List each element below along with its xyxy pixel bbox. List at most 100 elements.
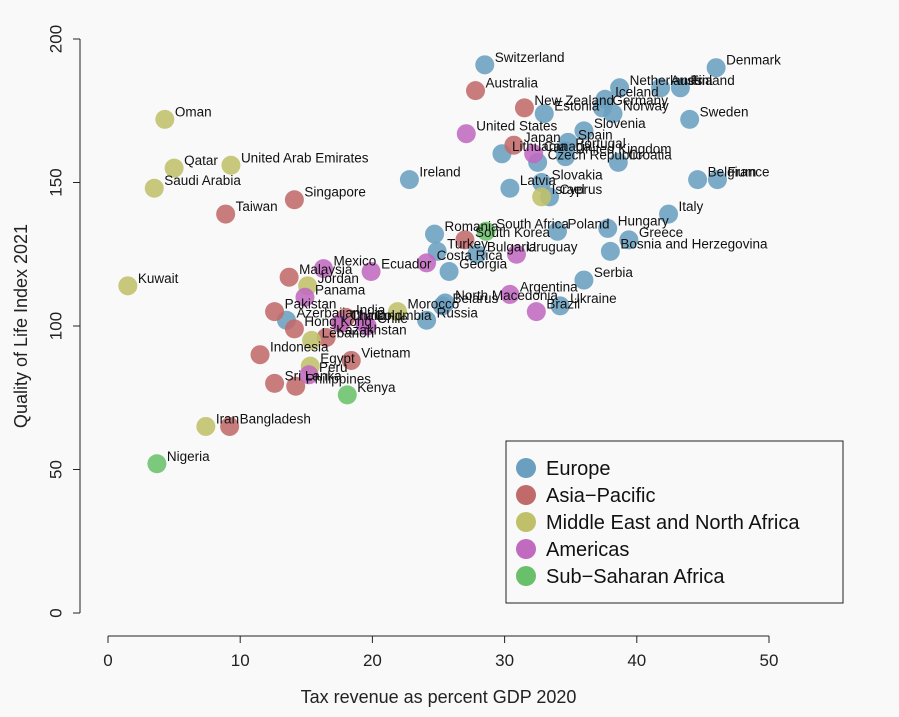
point-label-turkey: Turkey [447, 236, 488, 251]
point-label-bangladesh: Bangladesh [240, 411, 311, 426]
point-label-new-zealand: New Zealand [534, 93, 614, 108]
point-label-chile: Chile [377, 311, 408, 326]
point-united-kingdom [555, 147, 575, 167]
point-label-estonia: Estonia [554, 99, 600, 114]
point-label-mexico: Mexico [333, 254, 376, 269]
point-mexico [313, 259, 333, 279]
point-label-israel: Israel [552, 182, 585, 197]
point-label-latvia: Latvia [520, 173, 557, 188]
point-oman [155, 109, 175, 129]
point-russia [417, 310, 437, 330]
legend-label-europe: Europe [546, 458, 611, 480]
point-brazil [526, 302, 546, 322]
point-uruguay [506, 244, 526, 264]
point-label-united-arab-emirates: United Arab Emirates [241, 150, 369, 165]
point-label-malaysia: Malaysia [299, 262, 353, 277]
point-taiwan [216, 204, 236, 224]
point-label-denmark: Denmark [726, 53, 781, 68]
y-tick-label: 50 [46, 460, 65, 479]
point-denmark [706, 58, 726, 78]
point-label-portugal: Portugal [575, 136, 625, 151]
point-croatia [608, 152, 628, 172]
point-kenya [337, 385, 357, 405]
point-label-china: China [351, 308, 387, 323]
point-label-ireland: Ireland [419, 165, 460, 180]
legend-label-sub-saharan-africa: Sub−Saharan Africa [546, 566, 725, 588]
legend-label-middle-east-and-north-africa: Middle East and North Africa [546, 512, 800, 534]
point-nigeria [147, 454, 167, 474]
point-label-sri-lanka: Sri Lanka [285, 368, 343, 383]
point-label-vietnam: Vietnam [361, 345, 410, 360]
legend-swatch-sub-saharan-africa [516, 566, 536, 586]
point-label-kenya: Kenya [357, 380, 396, 395]
x-tick-label: 40 [627, 651, 646, 670]
point-label-south-korea: South Korea [475, 225, 551, 240]
point-label-spain: Spain [578, 127, 613, 142]
point-ireland [399, 170, 419, 190]
point-label-south-africa: South Africa [496, 216, 569, 231]
legend-box [505, 440, 844, 604]
point-label-greece: Greece [639, 225, 683, 240]
point-georgia [439, 261, 459, 281]
point-saudi-arabia [144, 178, 164, 198]
point-label-serbia: Serbia [594, 265, 634, 280]
x-tick-label: 30 [495, 651, 514, 670]
point-label-romania: Romania [445, 219, 500, 234]
y-tick-label: 0 [46, 608, 65, 617]
point-label-morocco: Morocco [408, 297, 460, 312]
legend-swatch-middle-east-and-north-africa [516, 512, 536, 532]
point-japan [504, 135, 524, 155]
point-label-czech-republic: Czech Republic [548, 147, 643, 162]
point-greece [619, 230, 639, 250]
point-label-russia: Russia [437, 305, 479, 320]
point-bosnia-and-herzegovina [600, 241, 620, 261]
point-label-croatia: Croatia [628, 147, 672, 162]
x-tick-label: 10 [231, 651, 250, 670]
point-label-finland: Finland [690, 73, 734, 88]
point-label-belarus: Belarus [452, 291, 498, 306]
point-label-pakistan: Pakistan [285, 297, 337, 312]
point-label-saudi-arabia: Saudi Arabia [164, 173, 241, 188]
point-label-ukraine: Ukraine [570, 291, 617, 306]
point-label-bosnia-and-herzegovina: Bosnia and Herzegovina [620, 236, 768, 251]
point-label-canada: Canada [544, 139, 592, 154]
point-label-qatar: Qatar [184, 153, 218, 168]
point-philippines [286, 376, 306, 396]
point-switzerland [475, 55, 495, 75]
x-axis-title: Tax revenue as percent GDP 2020 [301, 687, 577, 707]
point-slovenia [574, 121, 594, 141]
y-tick-label: 150 [46, 168, 65, 196]
x-tick-label: 20 [363, 651, 382, 670]
point-label-hungary: Hungary [618, 213, 669, 228]
point-label-azerbaijan: Azerbaijan [296, 305, 360, 320]
axes: 0 10 20 30 40 50 0 50 100 150 200 [46, 25, 778, 670]
point-lebanon [302, 330, 322, 350]
point-qatar [164, 158, 184, 178]
point-label-argentina: Argentina [520, 279, 578, 294]
data-points [118, 55, 727, 474]
point-label-france: France [727, 165, 769, 180]
point-label-bulgaria: Bulgaria [487, 239, 537, 254]
point-label-nigeria: Nigeria [167, 449, 210, 464]
point-label-jordan: Jordan [318, 271, 359, 286]
point-panama [295, 287, 315, 307]
point-label-lebanon: Lebanon [322, 325, 375, 340]
legend-label-asia-pacific: Asia−Pacific [546, 485, 656, 507]
legend-swatch-europe [516, 458, 536, 478]
point-morocco [388, 302, 408, 322]
point-australia [466, 81, 486, 101]
y-axis-title: Quality of Life Index 2021 [11, 224, 31, 428]
x-tick-label: 0 [103, 651, 112, 670]
point-label-singapore: Singapore [304, 185, 366, 200]
point-label-hong-kong: Hong Kong [304, 314, 372, 329]
point-ukraine [550, 296, 570, 316]
point-estonia [534, 104, 554, 124]
point-belgium [688, 170, 708, 190]
point-canada [524, 144, 544, 164]
point-label-slovakia: Slovakia [552, 168, 604, 183]
point-label-switzerland: Switzerland [495, 50, 565, 65]
point-label-philippines: Philippines [306, 371, 372, 386]
point-poland [547, 221, 567, 241]
legend-swatch-americas [516, 539, 536, 559]
